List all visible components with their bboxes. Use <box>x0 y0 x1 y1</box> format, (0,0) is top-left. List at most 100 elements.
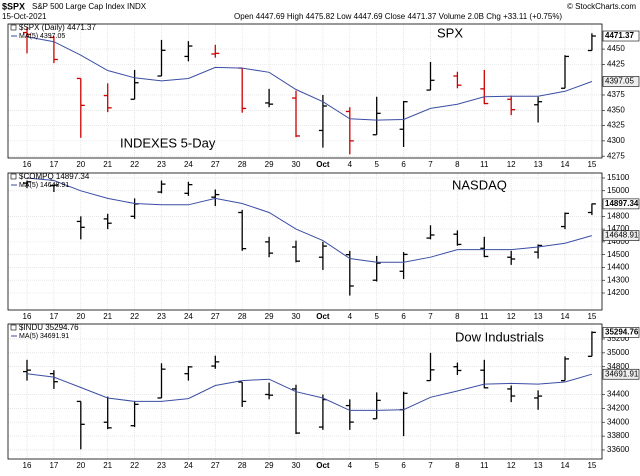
x-tick-label: 6 <box>401 160 406 169</box>
y-tick-label: 35000 <box>607 348 630 357</box>
legend-entry: MA(5) 4397.05 <box>19 33 65 40</box>
legend-entry: MA(5) 14648.91 <box>19 182 69 189</box>
x-tick-label: 7 <box>428 461 433 470</box>
panel-title: NASDAQ <box>452 177 507 192</box>
x-tick-label: 15 <box>587 312 596 321</box>
x-tick-label: 22 <box>130 160 139 169</box>
last-value-box <box>602 230 640 241</box>
last-value-box <box>602 327 640 338</box>
x-tick-label: 7 <box>428 160 433 169</box>
annotation: INDEXES 5-Day <box>120 135 216 150</box>
last-value-label: 35294.76 <box>605 328 639 337</box>
last-value-box <box>602 198 640 210</box>
x-tick-label: 5 <box>374 160 379 169</box>
x-tick-label: 29 <box>265 461 274 470</box>
x-tick-label: 4 <box>348 461 353 470</box>
x-tick-label: 27 <box>211 461 220 470</box>
x-tick-label: 11 <box>480 461 489 470</box>
last-value-box <box>602 30 640 42</box>
y-tick-label: 4300 <box>607 136 625 145</box>
y-tick-label: 34200 <box>607 403 630 412</box>
x-tick-label: 8 <box>455 461 460 470</box>
x-tick-label: 16 <box>23 461 32 470</box>
x-tick-label: 14 <box>561 461 570 470</box>
x-tick-label: 23 <box>157 160 166 169</box>
y-tick-label: 34000 <box>607 417 630 426</box>
y-tick-label: 33600 <box>607 445 630 454</box>
y-tick-label: 35200 <box>607 334 630 343</box>
x-tick-label: 30 <box>292 312 301 321</box>
x-tick-label: 21 <box>103 312 112 321</box>
last-value-label: 14897.34 <box>605 199 639 208</box>
panel-title: SPX <box>437 25 463 40</box>
x-tick-label: 8 <box>455 160 460 169</box>
x-tick-label: 15 <box>587 461 596 470</box>
y-tick-label: 14700 <box>607 224 630 233</box>
x-tick-label: 13 <box>534 160 543 169</box>
source: © StockCharts.com <box>567 2 636 11</box>
legend-entry: $INDU 35294.76 <box>19 323 79 332</box>
panel-frame <box>7 23 603 159</box>
x-tick-label: 7 <box>428 312 433 321</box>
x-tick-label: 30 <box>292 160 301 169</box>
quote: Open 4447.69 High 4475.82 Low 4447.69 Cl… <box>234 12 562 21</box>
y-tick-label: 34800 <box>607 362 630 371</box>
y-tick-label: 14200 <box>607 288 630 297</box>
x-tick-label: 22 <box>130 461 139 470</box>
x-tick-label: 29 <box>265 160 274 169</box>
y-tick-label: 4325 <box>607 121 625 130</box>
x-tick-label: 24 <box>184 312 193 321</box>
y-tick-label: 14800 <box>607 211 630 220</box>
x-tick-label: 12 <box>507 312 516 321</box>
x-tick-label: 20 <box>76 312 85 321</box>
x-tick-label: 20 <box>76 461 85 470</box>
x-tick-label: 28 <box>238 160 247 169</box>
last-value-label: 4397.05 <box>605 77 634 86</box>
x-tick-label: 17 <box>49 312 58 321</box>
chart-date: 15-Oct-2021 <box>2 12 47 21</box>
x-tick-label: 17 <box>49 160 58 169</box>
y-tick-label: 14500 <box>607 250 630 259</box>
x-tick-label: 27 <box>211 312 220 321</box>
panel-frame <box>7 323 603 460</box>
x-tick-label: Oct <box>316 312 330 321</box>
y-tick-label: 4350 <box>607 105 625 114</box>
x-tick-label: 16 <box>23 160 32 169</box>
x-tick-label: 14 <box>561 312 570 321</box>
last-value-label: 14648.91 <box>605 231 639 240</box>
x-tick-label: 20 <box>76 160 85 169</box>
x-tick-label: 11 <box>480 312 489 321</box>
y-tick-label: 15100 <box>607 173 630 182</box>
y-tick-label: 15000 <box>607 186 630 195</box>
x-tick-label: 30 <box>292 461 301 470</box>
ma-line <box>26 36 593 121</box>
x-tick-label: 13 <box>534 461 543 470</box>
last-value-box <box>602 76 640 87</box>
legend-entry: MA(5) 34691.91 <box>19 333 69 340</box>
legend-box <box>10 24 17 31</box>
y-tick-label: 4275 <box>607 151 625 160</box>
y-tick-label: 34400 <box>607 390 630 399</box>
last-value-box <box>602 368 640 380</box>
symbol: $SPX <box>2 1 25 11</box>
x-tick-label: 5 <box>374 461 379 470</box>
x-tick-label: 8 <box>455 312 460 321</box>
x-tick-label: 27 <box>211 160 220 169</box>
y-tick-label: 4425 <box>607 59 625 68</box>
y-tick-label: 4375 <box>607 90 625 99</box>
y-tick-label: 14300 <box>607 275 630 284</box>
x-tick-label: 23 <box>157 312 166 321</box>
legend-box <box>10 324 17 331</box>
x-tick-label: 15 <box>587 160 596 169</box>
x-tick-label: 4 <box>348 160 353 169</box>
legend-box <box>10 173 17 180</box>
panel-title: Dow Industrials <box>455 329 544 344</box>
x-tick-label: 13 <box>534 312 543 321</box>
x-tick-label: 11 <box>480 160 489 169</box>
x-tick-label: 24 <box>184 160 193 169</box>
legend-entry: $SPX (Daily) 4471.37 <box>19 23 96 32</box>
x-tick-label: Oct <box>316 160 330 169</box>
last-value-label: 4471.37 <box>605 31 634 40</box>
x-tick-label: 23 <box>157 461 166 470</box>
